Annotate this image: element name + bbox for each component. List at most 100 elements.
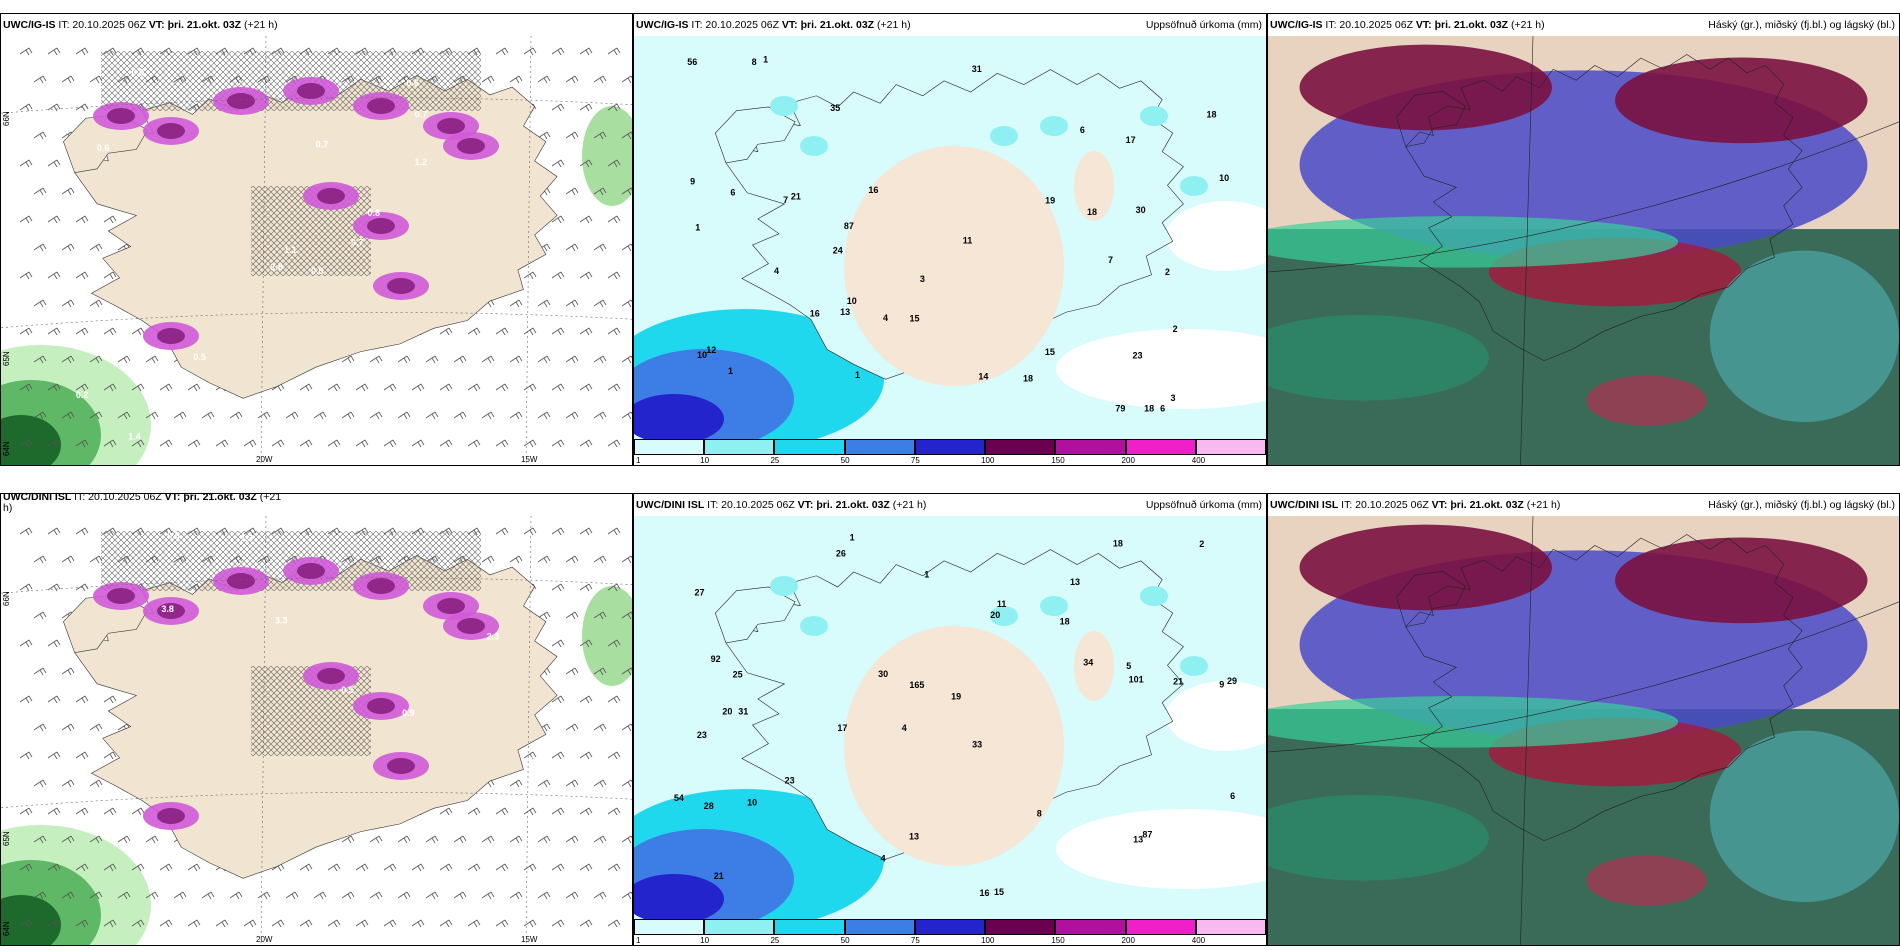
value-label: 0.6 bbox=[100, 221, 113, 231]
panel-header: UWC/DINI ISL IT: 20.10.2025 06Z VT: þri.… bbox=[634, 494, 1266, 516]
value-label: 28 bbox=[704, 801, 714, 811]
value-label: 6 bbox=[1230, 791, 1235, 801]
legend-swatch bbox=[914, 919, 986, 935]
valid-time: VT: þri. 21.okt. 03Z bbox=[781, 19, 875, 31]
low-cloud bbox=[1268, 314, 1489, 401]
value-label: 165 bbox=[909, 680, 924, 690]
rain-area bbox=[582, 106, 632, 206]
legend-swatch bbox=[914, 439, 986, 455]
snow-area bbox=[157, 603, 185, 619]
value-label: 21 bbox=[1173, 676, 1183, 686]
value-label: 3.0 bbox=[409, 849, 422, 859]
precip-1-10 bbox=[990, 126, 1018, 146]
dry-area bbox=[1166, 681, 1266, 751]
value-label: 5 bbox=[1126, 661, 1131, 671]
legend-swatch bbox=[704, 919, 775, 935]
dry-area bbox=[1166, 201, 1266, 271]
legend-value: 75 bbox=[910, 456, 920, 465]
value-label: 0.6 bbox=[406, 78, 419, 88]
precip-50-75 bbox=[634, 394, 724, 439]
snow-area bbox=[367, 218, 395, 234]
value-label: 0.5 bbox=[193, 352, 206, 362]
value-label: 1.5 bbox=[584, 758, 597, 768]
legend-value: 150 bbox=[1051, 456, 1065, 465]
precip-accum-map: 3 7 8 7 6 35 15 24 13 18 30 31 56 79 87 15 11 10 18 16 18 21 1… bbox=[634, 36, 1266, 439]
lead-time: (+21 bbox=[256, 493, 282, 503]
precip-1-10 bbox=[770, 576, 798, 596]
legend-value: 100 bbox=[981, 456, 995, 465]
snow-area bbox=[457, 618, 485, 634]
value-label: 87 bbox=[844, 221, 854, 231]
snow-area bbox=[367, 698, 395, 714]
value-label: 7 bbox=[1108, 255, 1113, 265]
legend-value: 1 bbox=[636, 936, 641, 945]
value-label: 0.8 bbox=[368, 208, 381, 218]
value-label: 2 bbox=[1173, 324, 1178, 334]
panel-dini-precip-type: UWC/DINI ISL IT: 20.10.2025 06Z VT: þri.… bbox=[0, 493, 633, 946]
lead-time-cont: h) bbox=[3, 502, 13, 514]
precip-type-map: 1.5 3.0 2.3 3.3 3.8 1.5 0.5 1.8 2.8 0.9 0.6 0.6 1.7 1… bbox=[1, 516, 632, 945]
legend-swatch bbox=[634, 919, 705, 935]
panel-header: UWC/IG-IS IT: 20.10.2025 06Z VT: þri. 21… bbox=[1268, 14, 1899, 36]
panel-header: UWC/DINI ISL IT: 20.10.2025 06Z VT: þri.… bbox=[1, 493, 632, 514]
value-label: 25 bbox=[733, 670, 743, 680]
low-cloud bbox=[1268, 794, 1489, 881]
snow-area bbox=[387, 758, 415, 774]
value-label: 17 bbox=[837, 723, 847, 733]
value-label: 0.7 bbox=[577, 122, 590, 132]
value-label: 2.3 bbox=[487, 631, 500, 641]
legend-swatch bbox=[1055, 439, 1126, 455]
value-label: 0.7 bbox=[415, 109, 428, 119]
panel-ig-clouds: UWC/IG-IS IT: 20.10.2025 06Z VT: þri. 21… bbox=[1267, 13, 1900, 466]
value-label: 35 bbox=[830, 103, 840, 113]
legend-swatch bbox=[1195, 439, 1266, 455]
value-label: 0.6 bbox=[97, 143, 110, 153]
value-label: 18 bbox=[1060, 616, 1070, 626]
value-label: 0.9 bbox=[402, 708, 415, 718]
high-cloud bbox=[1615, 57, 1868, 144]
color-legend: 1 10 25 50 75 100 150 200 400 bbox=[634, 439, 1266, 465]
latitude-label: 66N bbox=[2, 591, 11, 606]
value-label: 1 bbox=[695, 223, 700, 233]
value-label: 1.2 bbox=[415, 157, 428, 167]
legend-value: 200 bbox=[1121, 456, 1135, 465]
value-label: 79 bbox=[1115, 404, 1125, 414]
legend-value: 75 bbox=[910, 936, 920, 945]
value-label: 15 bbox=[1045, 347, 1055, 357]
value-label: 2.8 bbox=[270, 262, 283, 272]
snow-area bbox=[157, 123, 185, 139]
value-label: 34 bbox=[1083, 657, 1093, 667]
value-label: 13 bbox=[840, 307, 850, 317]
value-label: 0.2 bbox=[76, 390, 89, 400]
graticule bbox=[1268, 516, 1899, 945]
low-cloud bbox=[1268, 696, 1679, 748]
graticule bbox=[1268, 36, 1899, 465]
value-label: 6 bbox=[730, 187, 735, 197]
init-time: IT: 20.10.2025 06Z bbox=[704, 499, 798, 511]
value-label: 9 bbox=[690, 177, 695, 187]
value-label: 1.9 bbox=[567, 425, 580, 435]
value-label: 92 bbox=[711, 654, 721, 664]
value-label: 87 bbox=[1142, 830, 1152, 840]
model-name: UWC/IG-IS bbox=[1270, 19, 1323, 31]
legend-swatch bbox=[1125, 919, 1196, 935]
value-label: 1.1 bbox=[284, 245, 297, 255]
precip-1-10 bbox=[1040, 116, 1068, 136]
value-label: 21 bbox=[791, 192, 801, 202]
value-label: 17 bbox=[1126, 135, 1136, 145]
legend-value: 400 bbox=[1191, 936, 1206, 945]
valid-time: VT: þri. 21.okt. 03Z bbox=[797, 499, 890, 511]
value-label: 56 bbox=[687, 57, 697, 67]
dry-area bbox=[1056, 329, 1266, 409]
iceland-landmass bbox=[1396, 534, 1802, 840]
latitude-label: 64N bbox=[2, 921, 11, 936]
legend-value: 1 bbox=[636, 456, 641, 465]
value-label: 16 bbox=[868, 185, 878, 195]
longitude-label: 20W bbox=[256, 455, 273, 464]
legend-swatch bbox=[634, 439, 705, 455]
precip-accum-map: 1 13 9 4 33 31 27 18 23 20 19 21 26 17 16 15 13 18 34 23 25 2… bbox=[634, 516, 1266, 919]
value-label: 1.3 bbox=[240, 533, 253, 543]
valid-time: VT: þri. 21.okt. 03Z bbox=[1431, 499, 1524, 511]
rain-area bbox=[582, 586, 632, 686]
value-label: 101 bbox=[1129, 674, 1144, 684]
